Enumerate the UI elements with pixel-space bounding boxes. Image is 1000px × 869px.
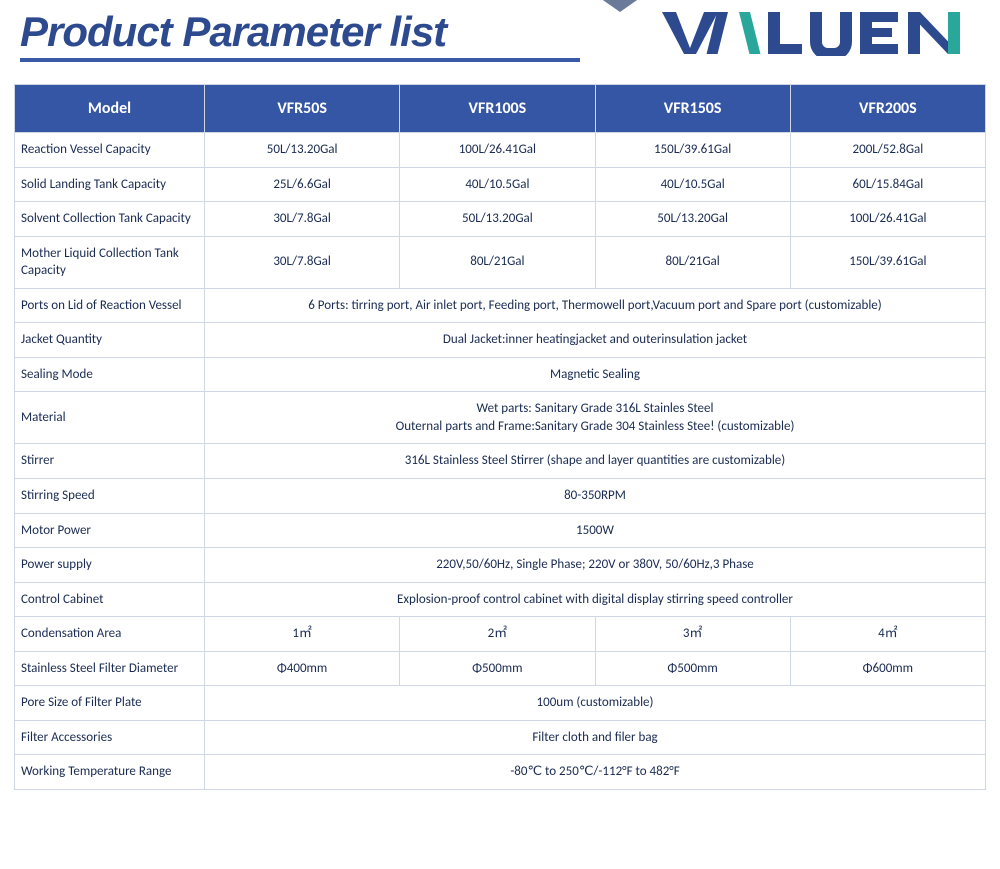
parameter-table: ModelVFR50SVFR100SVFR150SVFR200S Reactio… bbox=[14, 84, 986, 790]
table-row: Stirrer316L Stainless Steel Stirrer (sha… bbox=[15, 444, 986, 479]
row-cell: 2㎡ bbox=[400, 617, 595, 652]
table-row: Working Temperature Range-80℃ to 250℃/-1… bbox=[15, 755, 986, 790]
table-row: Sealing ModeMagnetic Sealing bbox=[15, 357, 986, 392]
row-span-value: 6 Ports: tirring port, Air inlet port, F… bbox=[205, 288, 986, 323]
row-label: Stirrer bbox=[15, 444, 205, 479]
row-label: Jacket Quantity bbox=[15, 323, 205, 358]
row-label: Stainless Steel Filter Diameter bbox=[15, 651, 205, 686]
page-header: Product Parameter list bbox=[0, 0, 1000, 70]
col-header-model: Model bbox=[15, 85, 205, 133]
title-underline bbox=[20, 58, 580, 62]
table-row: Stainless Steel Filter DiameterΦ400mmΦ50… bbox=[15, 651, 986, 686]
row-cell: 30L/7.8Gal bbox=[205, 202, 400, 237]
row-cell: Φ400mm bbox=[205, 651, 400, 686]
row-cell: 100L/26.41Gal bbox=[790, 202, 985, 237]
row-span-value: Wet parts: Sanitary Grade 316L Stainles … bbox=[205, 392, 986, 444]
row-label: Motor Power bbox=[15, 513, 205, 548]
row-label: Control Cabinet bbox=[15, 582, 205, 617]
table-row: Pore Size of Filter Plate100um (customiz… bbox=[15, 686, 986, 721]
row-cell: Φ600mm bbox=[790, 651, 985, 686]
table-wrap: ModelVFR50SVFR100SVFR150SVFR200S Reactio… bbox=[0, 70, 1000, 804]
table-row: Condensation Area1㎡2㎡3㎡4㎡ bbox=[15, 617, 986, 652]
row-cell: 200L/52.8Gal bbox=[790, 133, 985, 168]
title-block: Product Parameter list bbox=[20, 4, 580, 66]
row-cell: 4㎡ bbox=[790, 617, 985, 652]
row-cell: 80L/21Gal bbox=[400, 236, 595, 288]
table-body: Reaction Vessel Capacity50L/13.20Gal100L… bbox=[15, 133, 986, 790]
row-cell: 50L/13.20Gal bbox=[205, 133, 400, 168]
row-label: Filter Accessories bbox=[15, 720, 205, 755]
row-span-value: Magnetic Sealing bbox=[205, 357, 986, 392]
header-chevron bbox=[600, 0, 640, 17]
row-label: Solid Landing Tank Capacity bbox=[15, 167, 205, 202]
row-cell: 50L/13.20Gal bbox=[400, 202, 595, 237]
row-label: Material bbox=[15, 392, 205, 444]
row-cell: 100L/26.41Gal bbox=[400, 133, 595, 168]
row-cell: 3㎡ bbox=[595, 617, 790, 652]
row-label: Stirring Speed bbox=[15, 479, 205, 514]
table-row: Mother Liquid Collection Tank Capacity30… bbox=[15, 236, 986, 288]
row-label: Condensation Area bbox=[15, 617, 205, 652]
table-row: Solid Landing Tank Capacity25L/6.6Gal40L… bbox=[15, 167, 986, 202]
col-header-vfr100s: VFR100S bbox=[400, 85, 595, 133]
row-label: Ports on Lid of Reaction Vessel bbox=[15, 288, 205, 323]
table-row: Reaction Vessel Capacity50L/13.20Gal100L… bbox=[15, 133, 986, 168]
row-cell: 25L/6.6Gal bbox=[205, 167, 400, 202]
row-cell: 50L/13.20Gal bbox=[595, 202, 790, 237]
row-label: Reaction Vessel Capacity bbox=[15, 133, 205, 168]
table-head: ModelVFR50SVFR100SVFR150SVFR200S bbox=[15, 85, 986, 133]
row-span-value: 1500W bbox=[205, 513, 986, 548]
row-span-value: Filter cloth and filer bag bbox=[205, 720, 986, 755]
row-cell: 80L/21Gal bbox=[595, 236, 790, 288]
table-row: Stirring Speed80-350RPM bbox=[15, 479, 986, 514]
row-span-value: 80-350RPM bbox=[205, 479, 986, 514]
table-row: Solvent Collection Tank Capacity30L/7.8G… bbox=[15, 202, 986, 237]
row-span-value: 316L Stainless Steel Stirrer (shape and … bbox=[205, 444, 986, 479]
row-cell: 150L/39.61Gal bbox=[790, 236, 985, 288]
row-cell: 40L/10.5Gal bbox=[595, 167, 790, 202]
brand-logo bbox=[660, 8, 980, 56]
row-label: Sealing Mode bbox=[15, 357, 205, 392]
page-title: Product Parameter list bbox=[20, 8, 580, 56]
row-label: Mother Liquid Collection Tank Capacity bbox=[15, 236, 205, 288]
table-row: Power supply220V,50/60Hz, Single Phase; … bbox=[15, 548, 986, 583]
table-row: Jacket QuantityDual Jacket:inner heating… bbox=[15, 323, 986, 358]
row-span-value: 220V,50/60Hz, Single Phase; 220V or 380V… bbox=[205, 548, 986, 583]
row-label: Solvent Collection Tank Capacity bbox=[15, 202, 205, 237]
table-row: Ports on Lid of Reaction Vessel6 Ports: … bbox=[15, 288, 986, 323]
row-cell: 1㎡ bbox=[205, 617, 400, 652]
row-cell: 30L/7.8Gal bbox=[205, 236, 400, 288]
row-span-value: Explosion-proof control cabinet with dig… bbox=[205, 582, 986, 617]
row-cell: 40L/10.5Gal bbox=[400, 167, 595, 202]
row-cell: Φ500mm bbox=[595, 651, 790, 686]
col-header-vfr50s: VFR50S bbox=[205, 85, 400, 133]
table-row: Control CabinetExplosion-proof control c… bbox=[15, 582, 986, 617]
row-cell: Φ500mm bbox=[400, 651, 595, 686]
col-header-vfr200s: VFR200S bbox=[790, 85, 985, 133]
row-label: Power supply bbox=[15, 548, 205, 583]
table-row: Filter AccessoriesFilter cloth and filer… bbox=[15, 720, 986, 755]
table-row: Motor Power1500W bbox=[15, 513, 986, 548]
row-label: Pore Size of Filter Plate bbox=[15, 686, 205, 721]
table-row: MaterialWet parts: Sanitary Grade 316L S… bbox=[15, 392, 986, 444]
row-cell: 60L/15.84Gal bbox=[790, 167, 985, 202]
row-span-value: Dual Jacket:inner heatingjacket and oute… bbox=[205, 323, 986, 358]
row-cell: 150L/39.61Gal bbox=[595, 133, 790, 168]
col-header-vfr150s: VFR150S bbox=[595, 85, 790, 133]
row-span-value: -80℃ to 250℃/-112°F to 482°F bbox=[205, 755, 986, 790]
row-span-value: 100um (customizable) bbox=[205, 686, 986, 721]
row-label: Working Temperature Range bbox=[15, 755, 205, 790]
